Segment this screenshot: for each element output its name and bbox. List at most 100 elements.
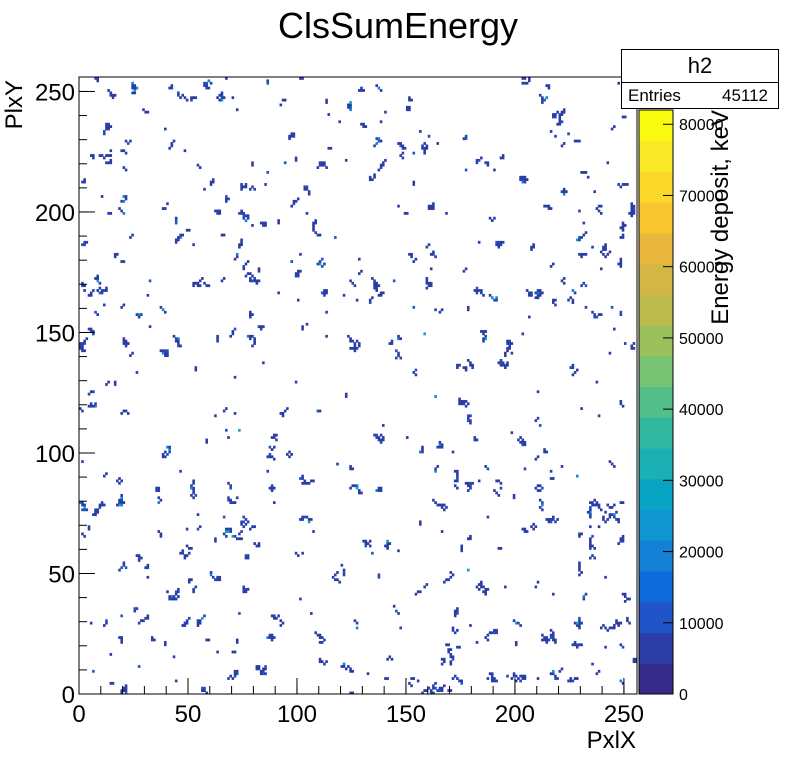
heatmap-cell [617, 81, 620, 85]
heatmap-cell [299, 269, 302, 273]
heatmap-cell [192, 281, 195, 285]
heatmap-cell [131, 351, 134, 355]
heatmap-cell [621, 221, 625, 225]
heatmap-cell [192, 243, 195, 247]
heatmap-cell [499, 240, 503, 244]
heatmap-cell [556, 122, 559, 126]
entries-label: Entries [628, 86, 681, 105]
heatmap-cell [497, 240, 501, 244]
heatmap-cell [203, 689, 206, 692]
heatmap-cell [534, 457, 538, 461]
heatmap-cell [255, 667, 259, 671]
heatmap-cell [83, 180, 86, 184]
x-axis-label: PxlX [587, 727, 636, 754]
heatmap-cell [244, 183, 248, 186]
heatmap-cell [549, 518, 553, 521]
heatmap-cell [240, 187, 243, 191]
heatmap-cell [621, 645, 625, 649]
heatmap-cell [209, 183, 213, 186]
heatmap-cell [85, 240, 89, 244]
heatmap-cell [231, 501, 235, 504]
heatmap-cell [366, 672, 370, 676]
heatmap-cell [288, 450, 291, 454]
heatmap-cell [615, 518, 618, 521]
heatmap-cell [233, 672, 237, 676]
heatmap-cell [547, 207, 551, 210]
heatmap-cell [473, 438, 477, 442]
heatmap-cell [170, 86, 174, 90]
heatmap-cell [538, 289, 542, 292]
heatmap-cell [98, 286, 102, 290]
heatmap-cell [177, 587, 180, 591]
heatmap-cell [484, 334, 487, 338]
heatmap-cell [602, 515, 605, 519]
heatmap-cell [571, 366, 575, 370]
heatmap-cell [107, 380, 110, 384]
heatmap-cell [623, 183, 627, 186]
heatmap-cell [351, 484, 355, 488]
heatmap-cell [438, 310, 442, 314]
heatmap-cell [554, 113, 557, 116]
heatmap-cell [534, 419, 538, 423]
heatmap-cell [456, 677, 459, 680]
heatmap-cell [205, 438, 208, 442]
heatmap-cell [105, 621, 108, 625]
heatmap-cell [477, 158, 481, 162]
heatmap-cell [375, 84, 379, 88]
heatmap-cell [159, 534, 163, 538]
heatmap-cell [85, 337, 89, 341]
heatmap-cell [453, 631, 457, 635]
heatmap-cell [150, 638, 154, 642]
heatmap-cell [456, 479, 459, 483]
heatmap-cell [589, 501, 592, 504]
heatmap-cell [196, 281, 200, 285]
heatmap-cell [414, 257, 418, 261]
heatmap-cell [623, 224, 627, 227]
heatmap-cell [397, 549, 400, 553]
heatmap-cell [578, 619, 581, 623]
heatmap-cell [419, 520, 422, 524]
heatmap-cell [249, 277, 252, 280]
heatmap-cell [495, 243, 498, 247]
heatmap-cell [543, 638, 546, 642]
heatmap-cell [253, 339, 256, 343]
heatmap-cell [177, 344, 180, 348]
heatmap-cell [560, 113, 564, 116]
heatmap-cell [477, 479, 481, 483]
heatmap-cell [122, 303, 126, 307]
heatmap-cell [364, 125, 368, 129]
heatmap-cell [519, 679, 522, 683]
heatmap-cell [425, 583, 429, 586]
heatmap-cell [323, 291, 326, 295]
heatmap-cell [456, 363, 459, 367]
heatmap-cell [87, 293, 91, 297]
heatmap-cell [294, 380, 298, 384]
heatmap-cell [174, 216, 178, 220]
heatmap-cell [610, 513, 614, 517]
heatmap-cell [373, 433, 376, 437]
heatmap-cell [157, 501, 161, 504]
heatmap-cell [578, 643, 581, 647]
heatmap-cell [486, 163, 490, 167]
heatmap-cell [96, 274, 100, 278]
heatmap-cell [105, 122, 108, 126]
heatmap-cell [464, 366, 468, 370]
heatmap-cell [120, 305, 123, 309]
heatmap-cell [399, 337, 402, 341]
heatmap-cell [432, 252, 435, 256]
heatmap-cell [279, 619, 283, 623]
heatmap-cell [571, 298, 575, 302]
heatmap-cell [575, 645, 579, 649]
heatmap-cell [384, 110, 387, 114]
heatmap-cell [220, 96, 224, 100]
heatmap-cell [504, 585, 507, 589]
heatmap-cell [469, 486, 472, 490]
heatmap-cell [342, 293, 346, 297]
heatmap-cell [425, 281, 429, 285]
heatmap-cell [504, 351, 507, 355]
heatmap-cell [81, 508, 84, 512]
heatmap-cell [320, 640, 324, 644]
heatmap-cell [427, 686, 431, 690]
heatmap-cell [174, 221, 178, 225]
heatmap-cell [408, 105, 411, 109]
